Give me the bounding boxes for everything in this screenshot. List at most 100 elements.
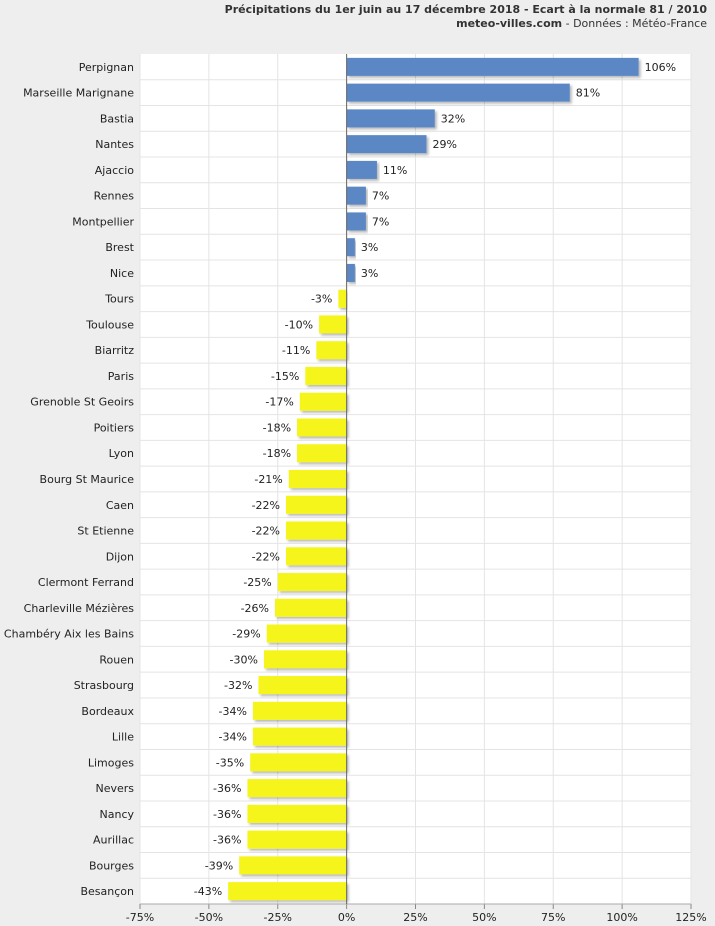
bar	[346, 83, 570, 102]
value-label: 106%	[645, 61, 676, 74]
bar	[286, 547, 347, 566]
value-label: 3%	[361, 267, 378, 280]
value-label: -22%	[252, 499, 280, 512]
bar	[247, 830, 347, 849]
category-label: Clermont Ferrand	[38, 576, 134, 589]
bar	[319, 315, 347, 334]
category-label: Strasbourg	[74, 679, 134, 692]
value-label: -39%	[205, 859, 233, 872]
value-label: -21%	[254, 473, 282, 486]
chart-title: Précipitations du 1er juin au 17 décembr…	[224, 3, 707, 16]
category-label: Ajaccio	[95, 164, 134, 177]
bar	[346, 263, 355, 282]
bar	[305, 366, 347, 385]
value-label: -15%	[271, 370, 299, 383]
category-label: Marseille Marignane	[23, 87, 134, 100]
category-label: Poitiers	[94, 421, 135, 434]
bar	[346, 57, 639, 76]
category-label: St Etienne	[77, 525, 134, 538]
data-source: - Données : Météo-France	[562, 17, 707, 30]
x-tick-label: 0%	[338, 911, 355, 924]
value-label: -30%	[230, 653, 258, 666]
site-name: meteo-villes.com	[456, 17, 563, 30]
category-label: Bordeaux	[81, 705, 134, 718]
category-label: Lyon	[109, 447, 134, 460]
x-tick-label: 25%	[403, 911, 427, 924]
value-label: -36%	[213, 834, 241, 847]
value-label: -32%	[224, 679, 252, 692]
category-label: Rennes	[94, 190, 135, 203]
category-label: Tours	[104, 293, 134, 306]
x-tick-label: -25%	[264, 911, 292, 924]
category-label: Bourg St Maurice	[40, 473, 135, 486]
value-label: -36%	[213, 808, 241, 821]
labels: Perpignan 106% Marseille Marignane 81% Basti…	[4, 61, 676, 898]
grid-lines	[139, 54, 692, 904]
category-label: Brest	[105, 241, 134, 254]
bar	[286, 495, 347, 514]
bar	[346, 212, 366, 231]
bar	[247, 804, 347, 823]
category-label: Perpignan	[79, 61, 134, 74]
value-label: 11%	[383, 164, 407, 177]
value-label: -10%	[285, 318, 313, 331]
category-label: Bastia	[100, 112, 134, 125]
category-label: Bourges	[89, 859, 134, 872]
value-label: -18%	[263, 447, 291, 460]
bar	[297, 418, 347, 437]
category-label: Nancy	[100, 808, 135, 821]
bar	[297, 444, 347, 463]
category-label: Montpellier	[72, 215, 134, 228]
bar	[316, 341, 347, 360]
bar	[346, 186, 366, 205]
x-tick-label: 50%	[472, 911, 496, 924]
value-label: -34%	[219, 705, 247, 718]
value-label: -18%	[263, 421, 291, 434]
bar	[288, 469, 347, 489]
value-label: -26%	[241, 602, 269, 615]
category-label: Lille	[112, 731, 134, 744]
chart-title-block: Précipitations du 1er juin au 17 décembr…	[7, 3, 707, 31]
category-label: Grenoble St Geoirs	[30, 396, 134, 409]
bar	[346, 160, 377, 179]
bar	[346, 109, 435, 128]
x-tick-label: 100%	[606, 911, 637, 924]
x-tick-label: -50%	[195, 911, 223, 924]
bar	[286, 521, 347, 540]
x-tick-label: 125%	[675, 911, 706, 924]
bars	[228, 57, 639, 901]
bar	[247, 779, 347, 798]
value-label: 81%	[576, 87, 600, 100]
bar	[239, 856, 347, 875]
bar	[258, 676, 347, 695]
bar	[263, 650, 347, 669]
bar	[274, 598, 347, 617]
bar	[299, 392, 347, 411]
value-label: -22%	[252, 550, 280, 563]
category-label: Nice	[110, 267, 134, 280]
bar	[346, 238, 355, 257]
bar	[346, 135, 427, 154]
bar	[250, 753, 347, 772]
bar	[252, 701, 347, 720]
bar	[277, 573, 347, 592]
x-tick-label: 75%	[541, 911, 565, 924]
value-label: -3%	[311, 293, 332, 306]
value-label: -22%	[252, 525, 280, 538]
value-label: -11%	[282, 344, 310, 357]
category-label: Limoges	[88, 756, 134, 769]
category-label: Rouen	[99, 653, 134, 666]
category-label: Chambéry Aix les Bains	[4, 628, 134, 641]
value-label: -35%	[216, 756, 244, 769]
category-label: Dijon	[106, 550, 134, 563]
category-label: Aurillac	[93, 834, 134, 847]
value-label: -36%	[213, 782, 241, 795]
category-label: Charleville Mézières	[24, 602, 135, 615]
x-tick-label: -75%	[126, 911, 154, 924]
category-label: Biarritz	[95, 344, 135, 357]
value-label: -17%	[265, 396, 293, 409]
value-label: 7%	[372, 190, 389, 203]
category-label: Caen	[106, 499, 134, 512]
bar	[338, 289, 347, 308]
